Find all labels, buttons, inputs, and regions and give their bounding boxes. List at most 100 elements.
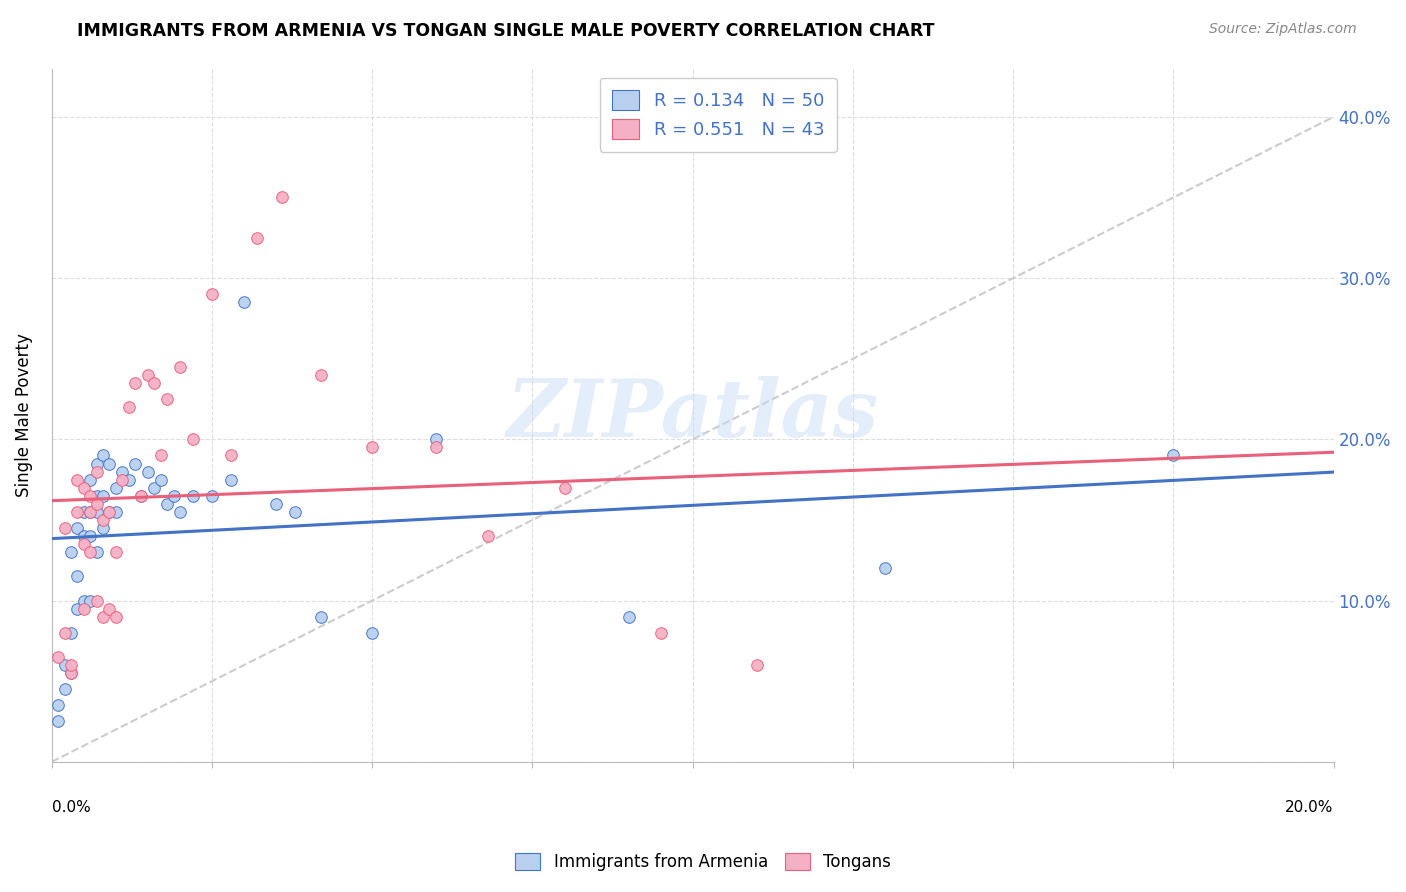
Point <box>98 505 121 519</box>
Point <box>53 625 76 640</box>
Point <box>79 505 101 519</box>
Point <box>59 625 82 640</box>
Point <box>79 473 101 487</box>
Point <box>246 231 269 245</box>
Point <box>219 473 242 487</box>
Legend: R = 0.134   N = 50, R = 0.551   N = 43: R = 0.134 N = 50, R = 0.551 N = 43 <box>599 78 837 152</box>
Point <box>86 457 108 471</box>
Point <box>219 449 242 463</box>
Point <box>86 545 108 559</box>
Point <box>233 295 256 310</box>
Point <box>79 593 101 607</box>
Point <box>149 473 172 487</box>
Point <box>91 449 114 463</box>
Point <box>79 489 101 503</box>
Point <box>136 465 159 479</box>
Point <box>361 441 384 455</box>
Point <box>425 441 447 455</box>
Point <box>91 609 114 624</box>
Point <box>111 465 134 479</box>
Point <box>46 650 69 665</box>
Point <box>149 449 172 463</box>
Point <box>59 545 82 559</box>
Point <box>111 473 134 487</box>
Point <box>361 625 384 640</box>
Text: 20.0%: 20.0% <box>1285 800 1334 815</box>
Point <box>86 465 108 479</box>
Point <box>181 433 204 447</box>
Point <box>136 368 159 382</box>
Point <box>66 569 89 583</box>
Point <box>73 601 96 615</box>
Point <box>745 658 768 673</box>
Point <box>59 658 82 673</box>
Point <box>79 529 101 543</box>
Point <box>104 545 127 559</box>
Point <box>53 521 76 535</box>
Point <box>59 666 82 681</box>
Point <box>477 529 499 543</box>
Point <box>91 513 114 527</box>
Point <box>86 489 108 503</box>
Y-axis label: Single Male Poverty: Single Male Poverty <box>15 334 32 497</box>
Point <box>124 457 146 471</box>
Point <box>156 497 179 511</box>
Point <box>73 529 96 543</box>
Point <box>169 359 191 374</box>
Point <box>98 457 121 471</box>
Point <box>86 497 108 511</box>
Point <box>143 376 166 390</box>
Text: 0.0%: 0.0% <box>52 800 90 815</box>
Text: IMMIGRANTS FROM ARMENIA VS TONGAN SINGLE MALE POVERTY CORRELATION CHART: IMMIGRANTS FROM ARMENIA VS TONGAN SINGLE… <box>77 22 935 40</box>
Point <box>66 473 89 487</box>
Point <box>284 505 307 519</box>
Point <box>73 537 96 551</box>
Point <box>162 489 184 503</box>
Point <box>86 593 108 607</box>
Point <box>425 433 447 447</box>
Point <box>873 561 896 575</box>
Point <box>156 392 179 406</box>
Point <box>271 190 294 204</box>
Point <box>131 489 153 503</box>
Point <box>104 481 127 495</box>
Point <box>650 625 672 640</box>
Point <box>131 489 153 503</box>
Point <box>66 601 89 615</box>
Point <box>1163 449 1185 463</box>
Point <box>46 714 69 729</box>
Point <box>53 658 76 673</box>
Point <box>118 473 141 487</box>
Point <box>86 505 108 519</box>
Text: Source: ZipAtlas.com: Source: ZipAtlas.com <box>1209 22 1357 37</box>
Point <box>201 287 224 301</box>
Point <box>53 682 76 697</box>
Point <box>79 505 101 519</box>
Point <box>79 545 101 559</box>
Point <box>59 666 82 681</box>
Point <box>169 505 191 519</box>
Point <box>309 609 332 624</box>
Point <box>104 609 127 624</box>
Point <box>98 601 121 615</box>
Point <box>91 521 114 535</box>
Text: ZIPatlas: ZIPatlas <box>506 376 879 454</box>
Point <box>104 505 127 519</box>
Point <box>201 489 224 503</box>
Point <box>143 481 166 495</box>
Point <box>118 400 141 414</box>
Point <box>73 505 96 519</box>
Point <box>617 609 640 624</box>
Point <box>91 489 114 503</box>
Point <box>66 521 89 535</box>
Legend: Immigrants from Armenia, Tongans: Immigrants from Armenia, Tongans <box>508 845 898 880</box>
Point <box>124 376 146 390</box>
Point <box>98 505 121 519</box>
Point <box>181 489 204 503</box>
Point <box>66 505 89 519</box>
Point <box>46 698 69 713</box>
Point <box>73 481 96 495</box>
Point <box>309 368 332 382</box>
Point <box>73 593 96 607</box>
Point <box>553 481 575 495</box>
